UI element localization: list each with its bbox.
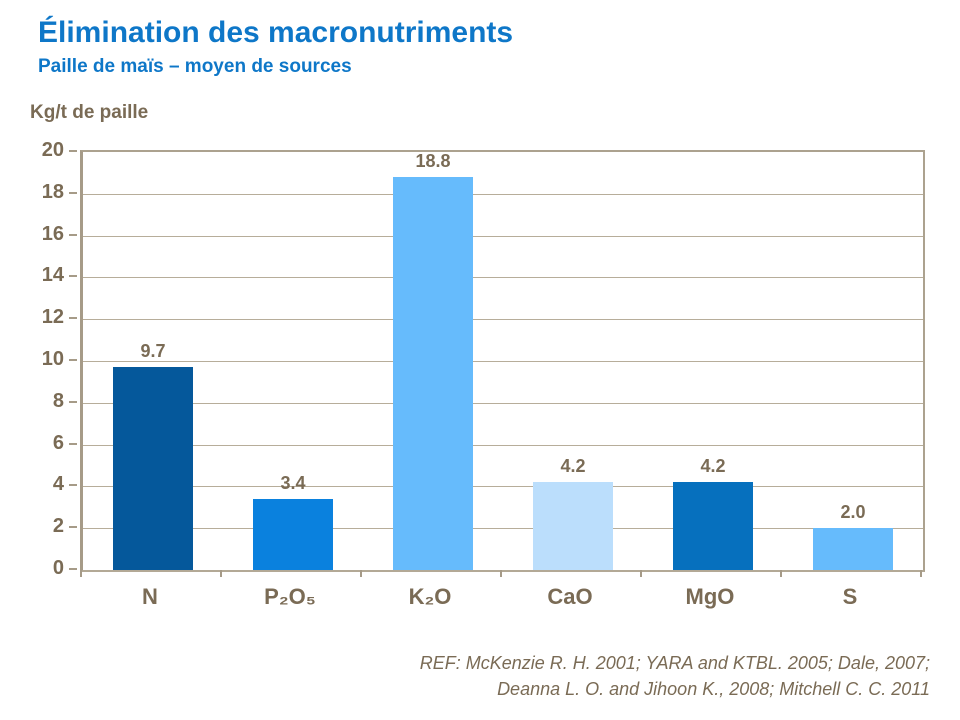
y-tick-label: 4 — [52, 473, 64, 496]
category-label: P₂O₅ — [264, 584, 316, 609]
y-axis-tick — [69, 359, 77, 361]
bar — [533, 482, 613, 570]
bar — [393, 177, 473, 570]
bar — [253, 498, 333, 570]
category-label: MgO — [685, 584, 735, 609]
y-tick-label: 18 — [41, 180, 64, 203]
y-tick-label: 2 — [52, 515, 64, 538]
gridline — [83, 402, 923, 404]
y-axis-tick — [69, 568, 77, 570]
gridline — [83, 528, 923, 530]
gridline — [83, 319, 923, 321]
x-axis-tick — [640, 570, 642, 577]
gridline — [83, 235, 923, 237]
y-tick-label: 12 — [41, 306, 64, 329]
category-label: K₂O — [408, 584, 452, 609]
x-axis-tick — [780, 570, 782, 577]
y-axis-tick — [69, 400, 77, 403]
bar — [813, 528, 893, 570]
chart-title: Élimination des macronutriments — [38, 16, 514, 49]
y-axis-tick — [69, 317, 77, 320]
bar-value-label: 4.2 — [560, 456, 586, 477]
bar-value-label: 4.2 — [700, 456, 726, 477]
references-line-2: Deanna L. O. and Jihoon K., 2008; Mitche… — [497, 679, 930, 699]
gridline — [83, 277, 923, 279]
y-axis-tick — [69, 275, 77, 278]
category-label: N — [142, 584, 158, 609]
gridline — [83, 361, 923, 362]
bar — [113, 367, 193, 570]
y-axis-unit-label: Kg/t de paille — [30, 102, 149, 123]
y-axis-tick — [69, 150, 77, 152]
y-tick-label: 20 — [41, 139, 64, 161]
gridline — [83, 444, 923, 446]
y-axis-tick — [69, 526, 77, 529]
bar-value-label: 2.0 — [840, 502, 866, 523]
y-tick-label: 10 — [41, 348, 64, 370]
bar — [673, 482, 753, 570]
x-axis-tick — [500, 570, 502, 577]
plot-area: 9.7 3.4 18.8 4.2 4.2 2.0 — [80, 150, 925, 572]
references-text: REF: McKenzie R. H. 2001; YARA and KTBL.… — [230, 650, 930, 702]
x-axis-tick — [80, 570, 82, 577]
bar-value-label: 9.7 — [140, 341, 166, 362]
y-tick-label: 6 — [52, 431, 64, 454]
y-axis-tick — [69, 191, 77, 194]
chart-subtitle: Paille de maïs – moyen de sources — [38, 56, 352, 77]
y-axis-tick — [69, 233, 77, 236]
y-tick-label: 0 — [52, 557, 64, 579]
x-axis-tick — [920, 570, 922, 577]
x-axis-tick — [360, 570, 362, 577]
y-axis-tick — [69, 442, 77, 445]
y-tick-label: 14 — [41, 264, 64, 287]
y-tick-label: 8 — [52, 389, 64, 412]
references-line-1: REF: McKenzie R. H. 2001; YARA and KTBL.… — [419, 653, 930, 673]
gridline — [83, 486, 923, 488]
category-label: CaO — [547, 584, 593, 609]
category-label: S — [842, 584, 858, 609]
bar-value-label: 3.4 — [280, 472, 306, 493]
bar-value-label: 18.8 — [415, 151, 451, 172]
x-axis-tick — [220, 570, 222, 577]
gridline — [83, 193, 923, 195]
y-tick-label: 16 — [41, 222, 64, 245]
y-axis-tick — [69, 484, 77, 487]
